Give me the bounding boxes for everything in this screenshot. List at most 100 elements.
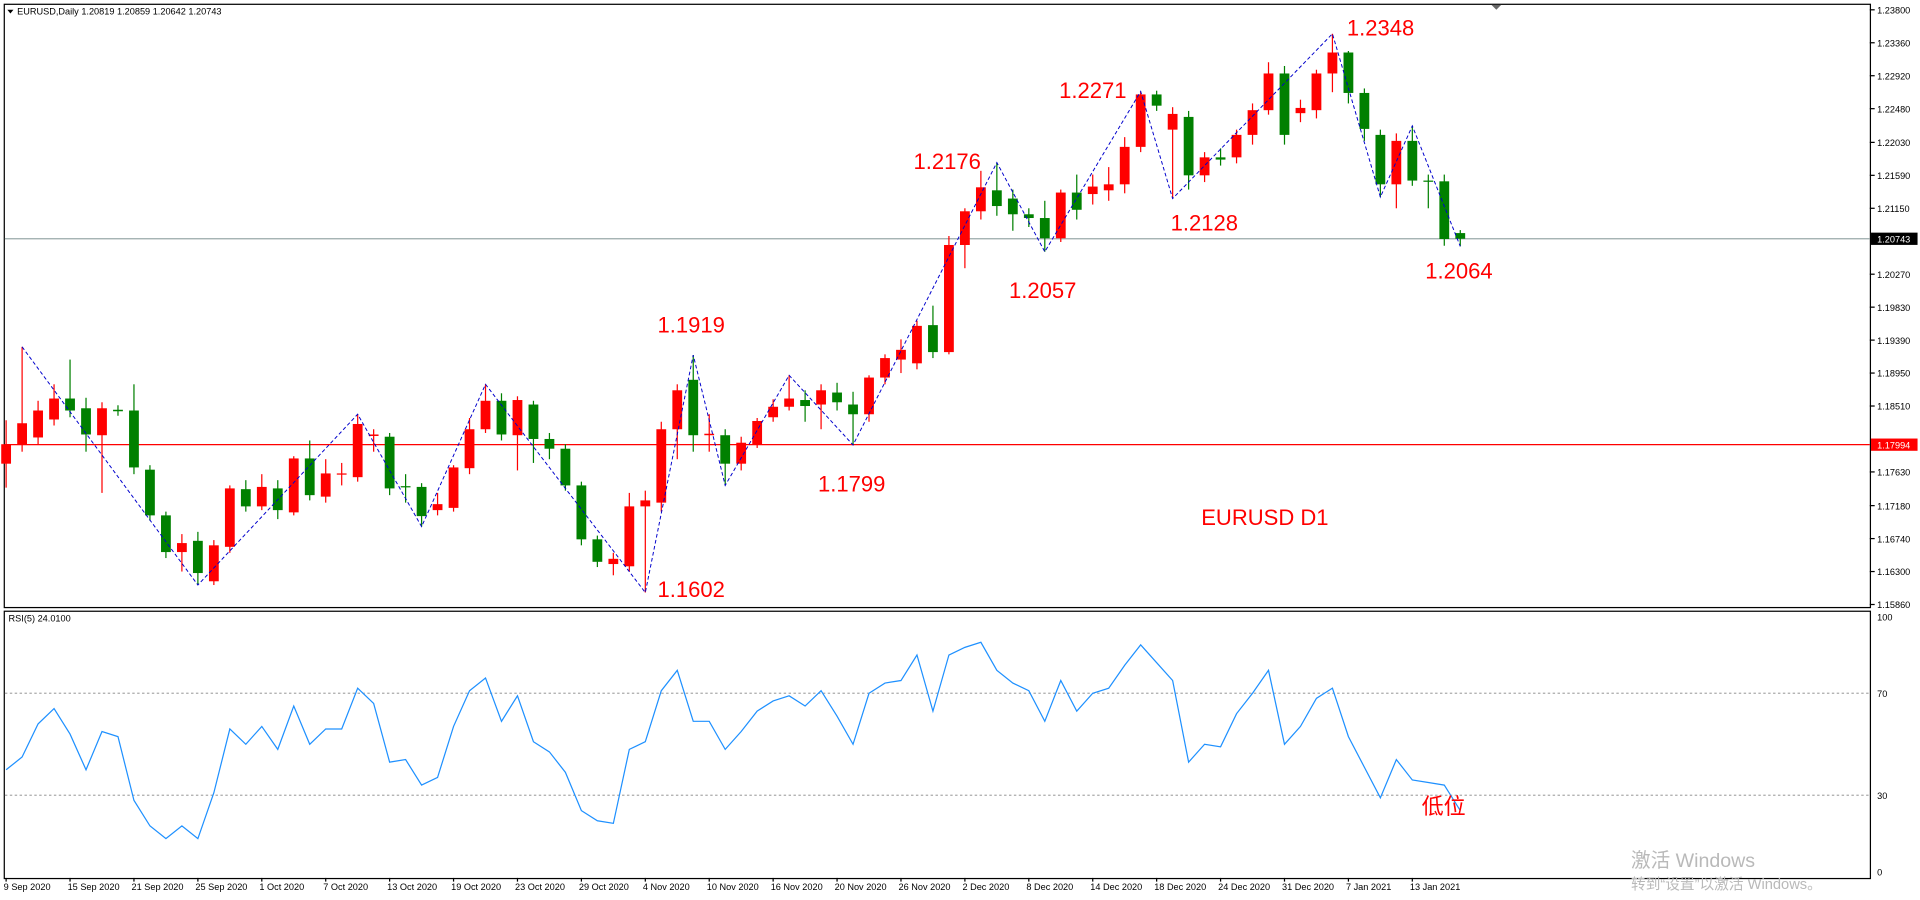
- candle-body: [224, 488, 235, 547]
- scroll-marker: [1491, 4, 1502, 10]
- candle-body: [896, 349, 906, 360]
- y-tick-label: 1.16300: [1877, 567, 1910, 577]
- candle-body: [640, 500, 651, 507]
- candle-body: [384, 436, 395, 489]
- candle-body: [1103, 184, 1114, 191]
- candle-body: [752, 420, 763, 445]
- candle-body: [1407, 140, 1418, 181]
- candle-body: [208, 545, 219, 582]
- candle-body: [848, 404, 858, 415]
- candle-body: [1167, 113, 1178, 130]
- candle-body: [65, 398, 75, 411]
- candle-body: [192, 540, 203, 574]
- candle-body: [800, 400, 810, 407]
- x-tick-label: 15 Sep 2020: [68, 882, 120, 892]
- watermark-title: 激活 Windows: [1631, 850, 1755, 872]
- candle-body: [1247, 110, 1258, 135]
- rsi-line: [5, 641, 1461, 840]
- candle-body: [177, 543, 187, 553]
- candle-body: [1151, 94, 1162, 106]
- annotation: 1.2348: [1347, 16, 1414, 41]
- candle-body: [97, 408, 107, 436]
- candle-body: [416, 486, 427, 517]
- candle-body: [592, 539, 603, 562]
- candle-body: [480, 400, 491, 430]
- x-tick-label: 9 Sep 2020: [4, 882, 51, 892]
- x-tick-label: 31 Dec 2020: [1282, 882, 1334, 892]
- y-tick-label: 30: [1877, 791, 1887, 801]
- y-tick-label: 1.19390: [1877, 336, 1910, 346]
- annotation: 1.1919: [658, 312, 725, 337]
- candle-body: [912, 325, 922, 364]
- candle-body: [1423, 180, 1434, 182]
- candle-body: [688, 379, 699, 436]
- candle-body: [864, 377, 874, 415]
- candle-body: [256, 486, 267, 507]
- current-price-label: 1.20743: [1877, 234, 1910, 244]
- candle-body: [336, 473, 347, 475]
- header: EURUSD,Daily 1.20819 1.20859 1.20642 1.2…: [17, 7, 221, 17]
- candle-body: [81, 408, 91, 435]
- horizontal-line-label-bg: [1871, 438, 1918, 451]
- candle-body: [17, 423, 27, 445]
- candle-body: [1087, 186, 1098, 195]
- candle-body: [113, 409, 123, 412]
- candle-body: [656, 429, 667, 503]
- candle-body: [400, 486, 411, 488]
- x-tick-label: 13 Jan 2021: [1410, 882, 1460, 892]
- candle-body: [1119, 146, 1130, 185]
- candle-body: [960, 211, 970, 245]
- candle-body: [1359, 92, 1370, 129]
- candle-body: [304, 458, 315, 496]
- annotation: 1.2064: [1425, 258, 1492, 283]
- candle-body: [1343, 52, 1354, 93]
- ohlc-close: 1.20743: [188, 7, 221, 17]
- candle-body: [768, 406, 779, 418]
- candle-body: [784, 398, 795, 407]
- y-tick-label: 1.23800: [1877, 5, 1910, 15]
- ohlc-low: 1.20642: [153, 7, 186, 17]
- candle-body: [320, 473, 331, 497]
- x-tick-label: 19 Oct 2020: [451, 882, 501, 892]
- x-tick-label: 13 Oct 2020: [387, 882, 437, 892]
- x-tick-label: 18 Dec 2020: [1154, 882, 1206, 892]
- candle-body: [608, 558, 619, 565]
- candle-body: [560, 448, 571, 486]
- candle-body: [161, 515, 171, 553]
- y-tick-label: 1.17630: [1877, 468, 1910, 478]
- rsi-title: RSI(5) 24.0100: [9, 614, 71, 624]
- candle-body: [1311, 73, 1322, 111]
- candle-body: [991, 190, 1002, 207]
- candle-body: [720, 435, 731, 464]
- y-tick-label: 100: [1877, 612, 1892, 622]
- y-tick-label: 1.18510: [1877, 402, 1910, 412]
- y-tick-label: 1.22480: [1877, 104, 1910, 114]
- candle-body: [288, 458, 299, 513]
- annotation: EURUSD D1: [1201, 505, 1328, 530]
- x-tick-label: 10 Nov 2020: [707, 882, 759, 892]
- candle-body: [1055, 192, 1066, 239]
- x-tick-label: 1 Oct 2020: [259, 882, 304, 892]
- candle-body: [240, 489, 251, 507]
- candle-body: [352, 423, 363, 478]
- candle-body: [1215, 157, 1226, 160]
- candle-body: [1023, 214, 1034, 219]
- watermark-text: 转到“设置”以激活 Windows。: [1631, 876, 1822, 893]
- candle-body: [1071, 192, 1082, 210]
- y-tick-label: 1.18950: [1877, 369, 1910, 379]
- zigzag: [21, 32, 1461, 594]
- candle-body: [528, 404, 539, 439]
- x-tick-label: 7 Jan 2021: [1346, 882, 1391, 892]
- y-tick-label: 1.16740: [1877, 534, 1910, 544]
- ohlc-high: 1.20859: [117, 7, 150, 17]
- rsi-pane: [3, 610, 1872, 880]
- price-pane: [3, 3, 1872, 609]
- candle-body: [544, 438, 555, 449]
- candle-body: [1039, 218, 1050, 239]
- candle-body: [624, 506, 635, 567]
- candle-body: [704, 433, 715, 436]
- y-tick-label: 1.17180: [1877, 501, 1910, 511]
- candle-body: [1327, 52, 1338, 74]
